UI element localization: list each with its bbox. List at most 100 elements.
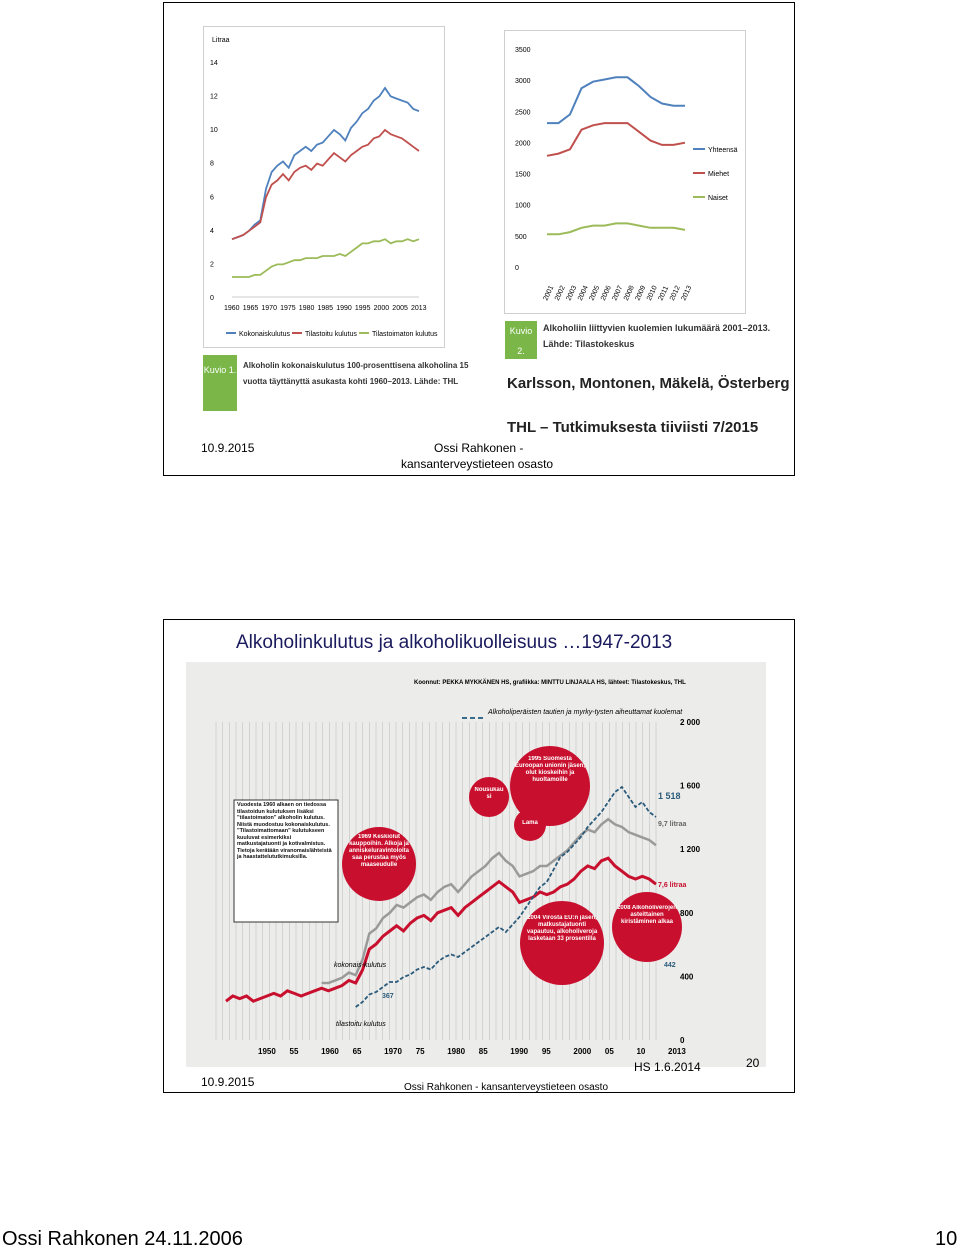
deaths-chart: 3500 3000 2500 2000 1500 1000 500 0 20012002200… — [515, 47, 738, 302]
legend: Yhteensä Miehet Naiset — [693, 147, 738, 202]
series-unrecorded-consumption — [232, 238, 420, 278]
y-unit-label: Litraa — [212, 37, 230, 44]
series-men-deaths — [546, 122, 686, 157]
y-tick: 2 — [210, 261, 214, 268]
series-alcohol-deaths — [355, 785, 657, 1008]
note-box-text: Vuodesta 1960 alkaen on tiedossa tilasto… — [237, 802, 332, 860]
x-tick: 2005 — [392, 305, 408, 312]
bubble-1995-text: 1995 Suomesta Euroopan unionin jäsen, ol… — [514, 756, 585, 783]
legend: Kokonaiskulutus Tilastoitu kulutus Tilas… — [226, 331, 438, 338]
bubble-nousukausi: Nousukausi — [469, 777, 509, 817]
y-tick: 10 — [210, 127, 218, 134]
x-tick: 85 — [479, 1047, 488, 1056]
caption-box-left: Kuvio 1. Alkoholin kokonaiskulutus 100-p… — [203, 355, 468, 411]
x-tick: 10 — [636, 1047, 645, 1056]
bubble-lama: Lama — [514, 809, 546, 841]
caption-box-right: Kuvio 2. Alkoholiin liittyvien kuolemien… — [505, 321, 785, 361]
figure-badge-2: Kuvio 2. — [505, 321, 537, 359]
footer-author-line-1: Ossi Rahkonen - — [434, 441, 524, 455]
legend-yhteensa: Yhteensä — [708, 147, 738, 154]
chart-panel-deaths: 3500 3000 2500 2000 1500 1000 500 0 2001 2002 200… — [504, 30, 746, 314]
page-footer-right: 10 — [935, 1228, 958, 1250]
footer-author-line-2: kansanterveystieteen osasto — [401, 457, 554, 471]
slide-2: Alkoholinkulutus ja alkoholikuolleisuus … — [163, 619, 795, 1093]
slide-number: 20 — [746, 1056, 760, 1070]
source-tag: HS 1.6.2014 — [634, 1060, 701, 1074]
series-women-deaths — [547, 222, 686, 236]
legend-recorded: Tilastoitu kulutus — [305, 331, 357, 338]
x-tick: 2000 — [374, 305, 390, 312]
x-tick: 95 — [542, 1047, 551, 1056]
right-tick: 400 — [680, 972, 694, 981]
hs-chart: Koonnut: PEKKA MYKKÄNEN HS, grafiikka: M… — [215, 679, 701, 1056]
source-line: Koonnut: PEKKA MYKKÄNEN HS, grafiikka: M… — [414, 679, 686, 686]
x-tick: 1960 — [224, 305, 240, 312]
y-tick: 8 — [210, 161, 214, 168]
slide-1: Litraa 14 12 10 8 6 4 2 0 1960 1965 1970 1975 1980 1… — [163, 2, 795, 476]
series-total-consumption — [321, 817, 657, 985]
newspaper-graphic: Koonnut: PEKKA MYKKÄNEN HS, grafiikka: M… — [186, 662, 766, 1067]
label-tilastoitu: tilastoitu kulutus — [336, 1021, 386, 1028]
value-recorded-litres: 7,6 litraa — [658, 882, 687, 889]
x-tick: 1990 — [510, 1047, 528, 1056]
x-tick: 1980 — [447, 1047, 465, 1056]
value-total-litres: 9,7 litraa — [658, 821, 687, 828]
bubble-1969: 1969 Keskiolut kauppoihin. Alkoja ja ann… — [342, 827, 416, 901]
series-total-consumption — [231, 86, 420, 241]
footer-author: Ossi Rahkonen - kansanterveystieteen osa… — [404, 1082, 608, 1093]
label-kokonaiskulutus: kokonais-kulutus — [334, 962, 387, 969]
y-tick: 3500 — [515, 47, 531, 54]
legend-miehet: Miehet — [708, 171, 729, 178]
y-tick: 0 — [515, 265, 519, 272]
x-tick: 55 — [290, 1047, 299, 1056]
legend-unrecorded: Tilastoimaton kulutus — [372, 331, 438, 338]
caption-line-1: Alkoholin kokonaiskulutus 100-prosenttis… — [243, 361, 469, 370]
y-tick: 2000 — [515, 140, 531, 147]
bubble-1995: 1995 Suomesta Euroopan unionin jäsen, ol… — [510, 746, 590, 826]
y-axis-ticks: 3500 3000 2500 2000 1500 1000 500 0 — [515, 47, 531, 272]
caption-right-line-2: Lähde: Tilastokeskus — [543, 339, 635, 349]
x-tick: 75 — [416, 1047, 425, 1056]
bubble-2004-text: 2004 Virosta EU:n jäsen, matkustajatuont… — [526, 915, 598, 942]
value-deaths-start: 367 — [382, 993, 394, 1000]
y-tick: 1500 — [515, 172, 531, 179]
right-axis-ticks: 2 000 1 600 1 200 800 400 0 — [680, 718, 701, 1045]
right-tick: 2 000 — [680, 718, 701, 727]
y-tick: 2500 — [515, 109, 531, 116]
x-tick: 1960 — [321, 1047, 339, 1056]
chart-panel-consumption: Litraa 14 12 10 8 6 4 2 0 1960 1965 1970 1975 1980 1… — [203, 26, 445, 348]
bubble-2004: 2004 Virosta EU:n jäsen, matkustajatuont… — [520, 901, 604, 985]
series-recorded-consumption — [231, 128, 420, 241]
caption-right-line-1: Alkoholiin liittyvien kuolemien lukumäär… — [543, 323, 771, 333]
legend-deaths: Alkoholiperäisten tautien ja myrky-tyste… — [487, 709, 683, 716]
slide-title: Alkoholinkulutus ja alkoholikuolleisuus … — [236, 632, 673, 653]
y-tick: 3000 — [515, 78, 531, 85]
x-tick: 1970 — [261, 305, 277, 312]
y-tick: 4 — [210, 228, 214, 235]
x-tick: 1950 — [258, 1047, 276, 1056]
x-tick: 65 — [353, 1047, 362, 1056]
right-tick: 1 600 — [680, 782, 701, 791]
x-axis-ticks: 1960 1965 1970 1975 1980 1985 1990 1995 2000 2005… — [224, 305, 427, 312]
x-tick: 2013 — [680, 285, 693, 302]
caption-line-2: vuotta täyttänyttä asukasta kohti 1960–2… — [243, 377, 459, 386]
x-tick: 1975 — [280, 305, 296, 312]
right-tick: 1 200 — [680, 845, 701, 854]
bubble-1969-text: 1969 Keskiolut kauppoihin. Alkoja ja ann… — [348, 834, 409, 868]
page-footer-left: Ossi Rahkonen 24.11.2006 — [2, 1228, 243, 1250]
y-tick: 0 — [210, 295, 214, 302]
publication: THL – Tutkimuksesta tiiviisti 7/2015 — [507, 419, 759, 436]
y-tick: 14 — [210, 60, 218, 67]
x-tick: 1980 — [299, 305, 315, 312]
authors: Karlsson, Montonen, Mäkelä, Österberg — [507, 375, 790, 392]
x-axis-ticks: 2001200220032004200520062007200820092010… — [542, 285, 693, 302]
x-tick: 2000 — [573, 1047, 591, 1056]
series-recorded-consumption — [225, 856, 657, 1003]
x-tick: 2013 — [668, 1047, 686, 1056]
value-deaths-2013: 1 518 — [658, 791, 681, 801]
y-tick: 6 — [210, 194, 214, 201]
note-box: Vuodesta 1960 alkaen on tiedossa tilasto… — [233, 799, 339, 923]
figure-badge-1: Kuvio 1. — [203, 355, 237, 411]
x-tick: 1965 — [243, 305, 259, 312]
